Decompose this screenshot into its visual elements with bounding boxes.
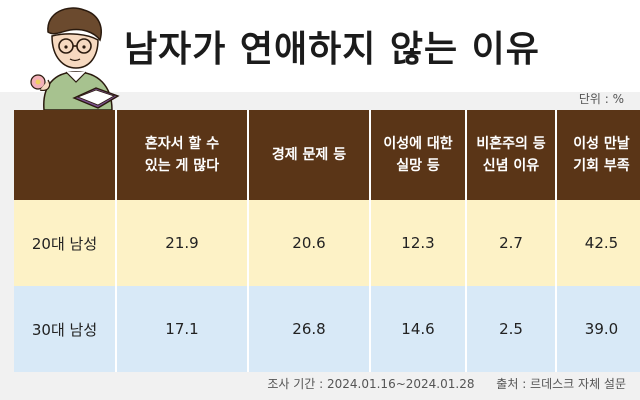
reading-man-illustration xyxy=(30,7,120,110)
footer: 조사 기간 : 2024.01.16~2024.01.28 출처 : 르데스크 … xyxy=(249,375,626,392)
table-cell: 42.5 xyxy=(556,200,640,286)
column-header-line: 신념 이유 xyxy=(482,158,540,174)
table-cell: 12.3 xyxy=(370,200,467,286)
chart-title: 남자가 연애하지 않는 이유 xyxy=(124,29,540,70)
table-row: 30대 남성 17.1 26.8 14.6 2.5 39.0 xyxy=(14,286,640,372)
survey-period: 조사 기간 : 2024.01.16~2024.01.28 xyxy=(267,377,475,391)
unit-label: 단위 : % xyxy=(578,92,624,106)
table-cell: 14.6 xyxy=(370,286,467,372)
table-cell: 17.1 xyxy=(116,286,249,372)
table-cell: 21.9 xyxy=(116,200,249,286)
row-label: 20대 남성 xyxy=(14,200,117,286)
title-bar xyxy=(0,0,640,92)
column-header-line: 이성에 대한 xyxy=(383,136,453,152)
column-header-line: 비혼주의 등 xyxy=(476,136,546,152)
column-header-line: 혼자서 할 수 xyxy=(144,136,220,152)
row-label: 30대 남성 xyxy=(14,286,117,372)
table-cell: 39.0 xyxy=(556,286,640,372)
column-header: 경제 문제 등 xyxy=(248,110,371,200)
corner-header-cell xyxy=(14,110,117,200)
column-header-line: 경제 문제 등 xyxy=(271,147,347,163)
column-header-line: 있는 게 많다 xyxy=(144,158,220,174)
column-header-line: 실망 등 xyxy=(396,158,440,174)
column-header-line: 이성 만날 xyxy=(573,136,630,152)
table-cell: 20.6 xyxy=(248,200,371,286)
table-cell: 26.8 xyxy=(248,286,371,372)
table-cell: 2.7 xyxy=(466,200,557,286)
table-row: 20대 남성 21.9 20.6 12.3 2.7 42.5 xyxy=(14,200,640,286)
source-note: 출처 : 르데스크 자체 설문 xyxy=(496,377,626,391)
column-header-line: 기회 부족 xyxy=(573,158,630,174)
table-cell: 2.5 xyxy=(466,286,557,372)
